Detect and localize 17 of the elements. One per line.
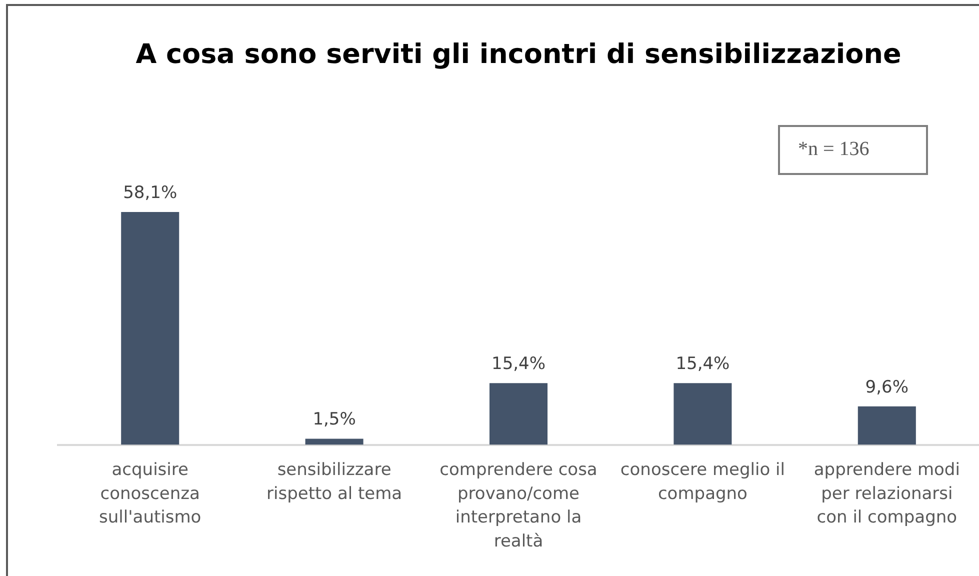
- chart-title: A cosa sono serviti gli incontri di sensibilizzazione: [136, 39, 902, 70]
- x-tick-label: apprendere modi per relazionarsi con il compagno: [814, 460, 960, 528]
- x-tick-label: comprendere cosa provano/come interpretano la realtà: [440, 460, 598, 552]
- x-tick-label: sensibilizzare rispetto al tema: [266, 460, 402, 504]
- bar: [305, 438, 364, 445]
- bar: [858, 406, 916, 445]
- data-label: 9,6%: [865, 377, 908, 398]
- bar: [489, 383, 548, 445]
- data-label: 58,1%: [123, 182, 178, 203]
- x-tick-label: conoscere meglio il compagno: [620, 460, 785, 504]
- data-label: 15,4%: [491, 354, 546, 374]
- text: *n = 136: [778, 125, 928, 175]
- data-label: 15,4%: [676, 354, 730, 374]
- bar: [121, 212, 180, 445]
- x-tick-label: acquisire conoscenza sull'autismo: [99, 460, 202, 528]
- bar: [674, 383, 732, 445]
- data-label: 1,5%: [312, 410, 356, 430]
